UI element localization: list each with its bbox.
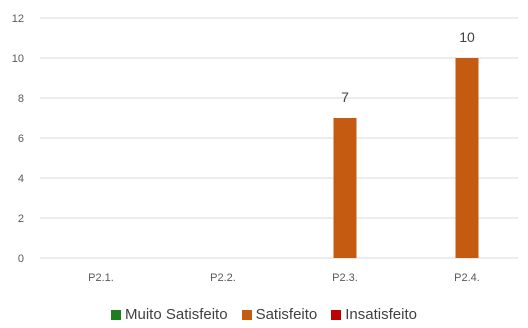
- y-tick-label: 4: [18, 173, 24, 185]
- bar: [455, 58, 479, 258]
- legend-item-insatisfeito: Insatisfeito: [331, 306, 417, 323]
- x-tick-label: P2.2.: [210, 272, 236, 284]
- legend-swatch-satisfeito: [241, 309, 252, 320]
- legend-item-muito-satisfeito: Muito Satisfeito: [111, 306, 228, 323]
- data-label: 7: [341, 89, 349, 105]
- x-tick-label: P2.3.: [332, 272, 358, 284]
- legend: Muito Satisfeito Satisfeito Insatisfeito: [0, 306, 528, 323]
- x-axis-ticks: P2.1. P2.2. P2.3. P2.4.: [88, 272, 480, 284]
- y-tick-label: 6: [18, 133, 24, 145]
- y-tick-label: 12: [12, 13, 24, 25]
- legend-label-satisfeito: Satisfeito: [255, 306, 318, 323]
- data-labels: 7 10: [341, 29, 475, 105]
- x-tick-label: P2.4.: [454, 272, 480, 284]
- bar: [333, 118, 357, 258]
- data-label: 10: [459, 29, 475, 45]
- chart-plot: 0 2 4 6 8 10 12 7 10 P2.1. P2.2. P2.3. P2.4.: [12, 13, 518, 284]
- legend-swatch-muito-satisfeito: [111, 309, 122, 320]
- y-axis-ticks: 0 2 4 6 8 10 12: [12, 13, 24, 265]
- legend-label-muito-satisfeito: Muito Satisfeito: [125, 306, 228, 323]
- y-tick-label: 10: [12, 53, 24, 65]
- legend-label-insatisfeito: Insatisfeito: [345, 306, 417, 323]
- y-tick-label: 0: [18, 253, 24, 265]
- legend-swatch-insatisfeito: [331, 309, 342, 320]
- bars: [333, 58, 479, 258]
- legend-item-satisfeito: Satisfeito: [241, 306, 318, 323]
- y-tick-label: 8: [18, 93, 24, 105]
- x-tick-label: P2.1.: [88, 272, 114, 284]
- grid-lines: [40, 17, 518, 259]
- y-tick-label: 2: [18, 213, 24, 225]
